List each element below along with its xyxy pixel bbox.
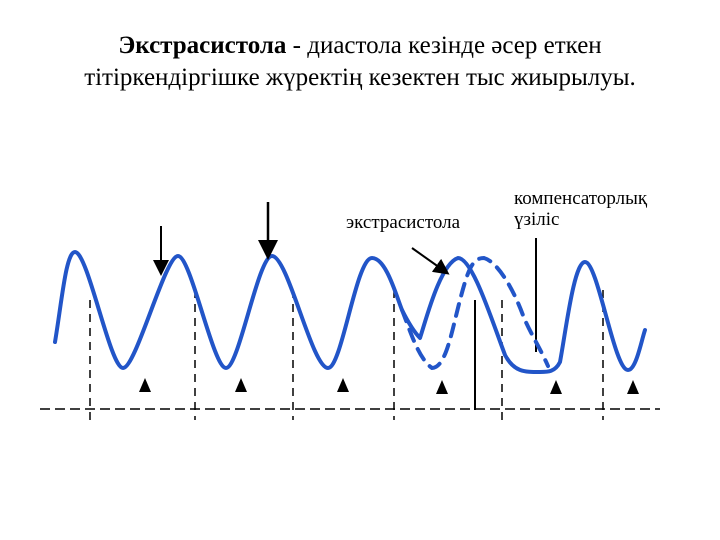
triangle-marker-4	[436, 380, 448, 394]
title-line-2: тітіркендіргішке жүректің кезектен тыс ж…	[84, 64, 636, 91]
compensatory-pause-label-line1: компенсаторлық	[514, 188, 648, 209]
triangle-marker-3	[337, 378, 349, 392]
heart-wave-solid	[53, 250, 647, 374]
slide-title: Экстрасистола - диастола кезінде әсер ет…	[0, 30, 720, 94]
triangle-markers	[139, 378, 639, 394]
compensatory-pause-label-line2: үзіліс	[514, 209, 560, 230]
title-line-1: Экстрасистола - диастола кезінде әсер ет…	[0, 30, 720, 62]
triangle-marker-2	[235, 378, 247, 392]
extrasystole-pointer-arrow	[411, 247, 450, 275]
heart-wave-dashed	[400, 255, 550, 371]
cycle-markers	[89, 290, 604, 420]
title-dash: -	[286, 32, 308, 59]
triangle-marker-1	[139, 378, 151, 392]
triangle-marker-6	[627, 380, 639, 394]
title-term: Экстрасистола	[118, 32, 287, 59]
triangle-marker-5	[550, 380, 562, 394]
title-rest: диастола кезінде әсер еткен	[307, 32, 602, 59]
extrasystole-label: экстрасистола	[346, 212, 461, 233]
